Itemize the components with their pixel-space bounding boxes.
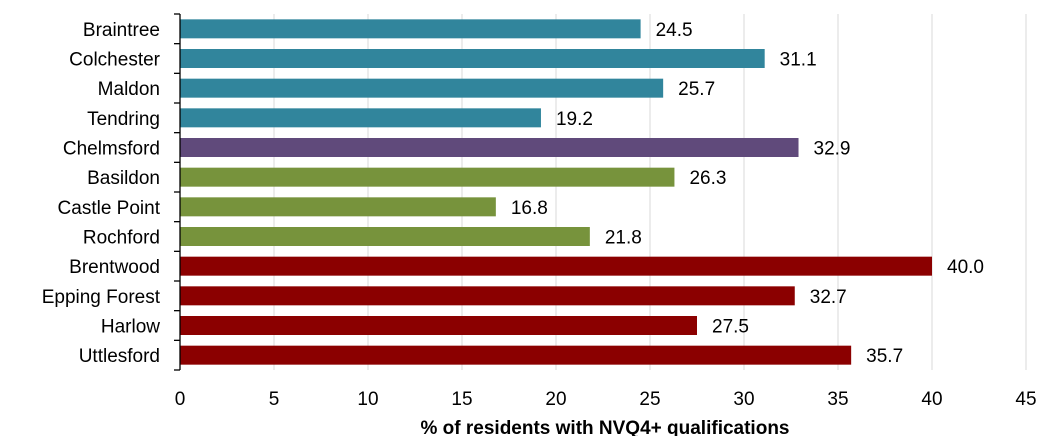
data-label-uttlesford: 35.7 (866, 346, 903, 367)
grid-layer (273, 14, 1027, 370)
category-label-braintree: Braintree (83, 20, 160, 41)
data-label-brentwood: 40.0 (947, 257, 984, 278)
data-label-tendring: 19.2 (556, 109, 593, 130)
label-layer: 0 5 10 15 20 25 30 35 40 45 24.5 Braintree 31.1 Colch… (42, 20, 1037, 410)
x-tick-label-30: 30 (733, 389, 754, 410)
bar-colchester (180, 49, 765, 68)
category-label-maldon: Maldon (98, 79, 160, 100)
category-label-castle-point: Castle Point (58, 198, 161, 219)
bar-brentwood (180, 256, 932, 276)
x-tick-label-5: 5 (269, 389, 280, 410)
data-label-basildon: 26.3 (689, 168, 726, 189)
bar-basildon (180, 167, 675, 187)
data-label-maldon: 25.7 (678, 79, 715, 100)
data-label-castle-point: 16.8 (511, 198, 548, 219)
bar-castle-point (180, 197, 496, 217)
category-label-colchester: Colchester (69, 50, 160, 71)
x-axis-title: % of residents with NVQ4+ qualifications (421, 418, 790, 436)
category-label-epping-forest: Epping Forest (42, 287, 161, 308)
data-label-chelmsford: 32.9 (814, 139, 851, 160)
x-tick-label-35: 35 (827, 389, 848, 410)
category-label-rochford: Rochford (83, 228, 160, 249)
category-label-tendring: Tendring (87, 109, 160, 130)
category-label-chelmsford: Chelmsford (63, 139, 160, 160)
x-tick-label-0: 0 (175, 389, 186, 410)
bar-braintree (180, 19, 641, 39)
category-label-basildon: Basildon (87, 168, 160, 189)
axis-layer (174, 13, 181, 371)
bar-uttlesford (180, 345, 852, 365)
x-tick-label-25: 25 (639, 389, 660, 410)
bar-tendring (180, 108, 541, 128)
x-tick-label-45: 45 (1015, 389, 1036, 410)
x-tick-label-20: 20 (545, 389, 566, 410)
bar-epping-forest (180, 286, 795, 306)
category-label-harlow: Harlow (101, 317, 160, 338)
bar-layer (180, 19, 932, 365)
bar-maldon (180, 78, 664, 98)
category-label-brentwood: Brentwood (69, 257, 160, 278)
category-label-uttlesford: Uttlesford (79, 346, 160, 367)
x-tick-label-40: 40 (921, 389, 942, 410)
data-label-rochford: 21.8 (605, 228, 642, 249)
data-label-colchester: 31.1 (780, 50, 817, 71)
bar-rochford (180, 227, 590, 246)
data-label-braintree: 24.5 (656, 20, 693, 41)
x-tick-label-10: 10 (357, 389, 378, 410)
x-tick-label-15: 15 (451, 389, 472, 410)
data-label-epping-forest: 32.7 (810, 287, 847, 308)
bar-chelmsford (180, 138, 799, 157)
data-label-harlow: 27.5 (712, 317, 749, 338)
bar-harlow (180, 316, 697, 335)
